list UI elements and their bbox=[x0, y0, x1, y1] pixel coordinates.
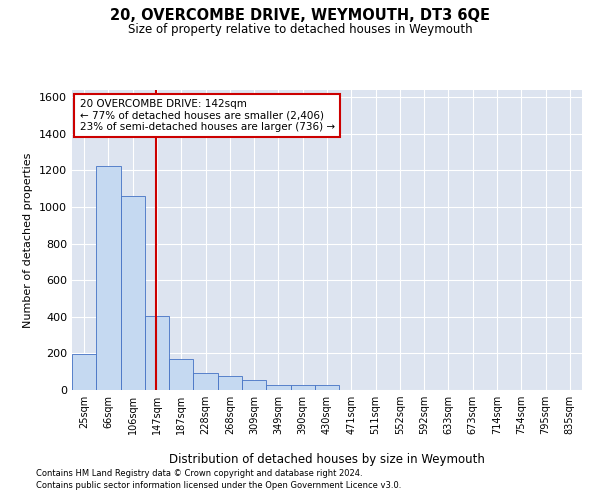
Bar bbox=[145, 316, 169, 390]
Text: Contains HM Land Registry data © Crown copyright and database right 2024.: Contains HM Land Registry data © Crown c… bbox=[36, 468, 362, 477]
Bar bbox=[72, 354, 96, 390]
Text: 20 OVERCOMBE DRIVE: 142sqm
← 77% of detached houses are smaller (2,406)
23% of s: 20 OVERCOMBE DRIVE: 142sqm ← 77% of deta… bbox=[80, 99, 335, 132]
Bar bbox=[242, 380, 266, 390]
Bar bbox=[96, 166, 121, 390]
Text: Distribution of detached houses by size in Weymouth: Distribution of detached houses by size … bbox=[169, 452, 485, 466]
Bar bbox=[315, 386, 339, 390]
Bar bbox=[266, 384, 290, 390]
Bar bbox=[193, 372, 218, 390]
Text: Size of property relative to detached houses in Weymouth: Size of property relative to detached ho… bbox=[128, 22, 472, 36]
Bar bbox=[290, 386, 315, 390]
Bar bbox=[218, 376, 242, 390]
Bar bbox=[169, 360, 193, 390]
Text: Contains public sector information licensed under the Open Government Licence v3: Contains public sector information licen… bbox=[36, 481, 401, 490]
Bar bbox=[121, 196, 145, 390]
Y-axis label: Number of detached properties: Number of detached properties bbox=[23, 152, 34, 328]
Text: 20, OVERCOMBE DRIVE, WEYMOUTH, DT3 6QE: 20, OVERCOMBE DRIVE, WEYMOUTH, DT3 6QE bbox=[110, 8, 490, 22]
